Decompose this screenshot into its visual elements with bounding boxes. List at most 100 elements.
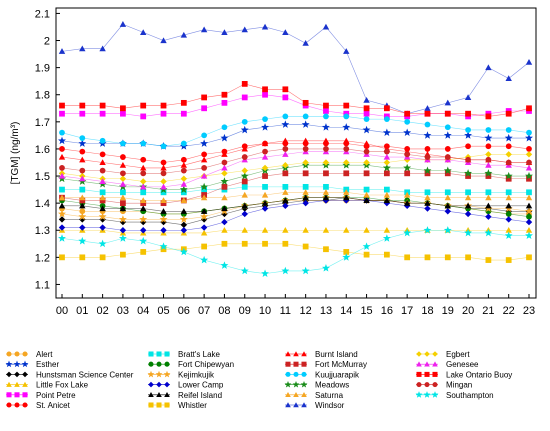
- data-point: [221, 124, 228, 131]
- data-point: [262, 116, 268, 123]
- legend-swatch-marker: [431, 391, 439, 398]
- data-point: [282, 94, 289, 101]
- data-point: [505, 194, 512, 201]
- x-tick-label: 06: [178, 305, 190, 317]
- x-axis: 00 01 02 03 04 05 06 07 08 09 10 11 12 13 14 15 16 17 18 19…: [56, 294, 535, 317]
- legend-label: Burnt Island: [315, 350, 358, 359]
- data-point: [221, 183, 228, 190]
- x-tick-label: 15: [360, 305, 372, 317]
- legend-swatch-marker: [293, 371, 299, 377]
- data-point: [343, 146, 350, 152]
- y-tick-label: 1.8: [35, 90, 50, 102]
- legend-swatch-marker: [147, 370, 155, 378]
- data-point: [342, 253, 351, 261]
- data-point: [99, 110, 106, 117]
- legend-item: Little Fox Lake: [6, 381, 89, 390]
- series-line: [61, 148, 529, 174]
- data-point: [221, 99, 228, 106]
- data-point: [180, 156, 187, 163]
- y-tick-label: 1.1: [35, 279, 50, 291]
- data-point: [282, 202, 289, 210]
- data-point: [504, 171, 513, 180]
- legend-item: Esther: [5, 360, 59, 369]
- x-tick-label: 12: [300, 305, 312, 317]
- data-point: [485, 213, 492, 220]
- series-line: [61, 116, 530, 147]
- legend-item: Kuujjuarapik: [285, 370, 360, 379]
- data-point: [525, 227, 533, 233]
- legend-item: Kejimkujik: [147, 370, 215, 379]
- data-point: [261, 140, 269, 147]
- data-point: [241, 145, 248, 152]
- legend-label: Saturna: [315, 391, 344, 400]
- data-point: [139, 215, 148, 223]
- data-point: [404, 254, 411, 261]
- data-point: [424, 254, 431, 261]
- legend-swatch-marker: [284, 380, 292, 388]
- data-point: [505, 257, 512, 263]
- data-point: [505, 151, 512, 158]
- data-point: [323, 146, 329, 152]
- data-point: [118, 234, 127, 242]
- legend-swatch-marker: [416, 361, 422, 367]
- data-point: [201, 94, 208, 101]
- y-axis-label: [TGM] (ng/m³): [10, 122, 21, 185]
- series-19: [58, 148, 533, 190]
- series-21: [59, 146, 532, 177]
- legend-swatch-marker: [22, 381, 28, 387]
- series-line: [62, 186, 529, 193]
- data-point: [180, 180, 188, 187]
- series-line: [62, 197, 529, 212]
- data-point: [343, 227, 350, 233]
- data-point: [281, 266, 290, 275]
- series-line: [62, 94, 529, 117]
- legend-swatch-marker: [293, 402, 299, 408]
- data-point: [464, 169, 473, 177]
- legend-swatch-marker: [301, 351, 307, 357]
- data-point: [485, 189, 492, 196]
- data-point: [241, 94, 248, 101]
- legend-swatch-marker: [6, 371, 12, 378]
- data-point: [78, 139, 87, 147]
- data-point: [282, 170, 289, 177]
- data-point: [505, 202, 512, 209]
- data-point: [262, 183, 268, 190]
- data-point: [140, 197, 147, 203]
- data-point: [79, 167, 86, 174]
- data-point: [221, 159, 228, 166]
- data-point: [525, 59, 533, 65]
- data-point: [403, 228, 412, 237]
- series-layer: [58, 21, 533, 277]
- data-point: [120, 110, 126, 117]
- data-point: [119, 218, 127, 226]
- data-point: [444, 124, 451, 131]
- series-line: [62, 200, 530, 231]
- data-point: [302, 137, 309, 144]
- legend-swatch-marker: [293, 361, 299, 367]
- data-point: [79, 156, 86, 163]
- data-point: [424, 110, 431, 117]
- legend-item: Meadows: [284, 380, 349, 390]
- data-point: [140, 102, 147, 109]
- data-point: [140, 205, 147, 212]
- data-point: [261, 153, 269, 160]
- data-point: [282, 227, 289, 233]
- x-tick-label: 04: [137, 305, 149, 317]
- data-point: [179, 185, 188, 193]
- legend-swatch-marker: [301, 402, 307, 408]
- data-point: [59, 165, 65, 171]
- data-point: [220, 177, 229, 185]
- data-point: [484, 133, 493, 142]
- data-point: [99, 189, 106, 196]
- data-point: [261, 164, 269, 172]
- data-point: [261, 227, 269, 233]
- data-point: [464, 94, 472, 100]
- data-point: [59, 102, 65, 109]
- data-point: [282, 183, 289, 190]
- data-point: [485, 113, 492, 120]
- data-point: [444, 146, 451, 152]
- data-point: [343, 137, 350, 144]
- data-point: [58, 209, 66, 218]
- legend-label: Reifel Island: [178, 391, 222, 400]
- data-point: [465, 189, 471, 196]
